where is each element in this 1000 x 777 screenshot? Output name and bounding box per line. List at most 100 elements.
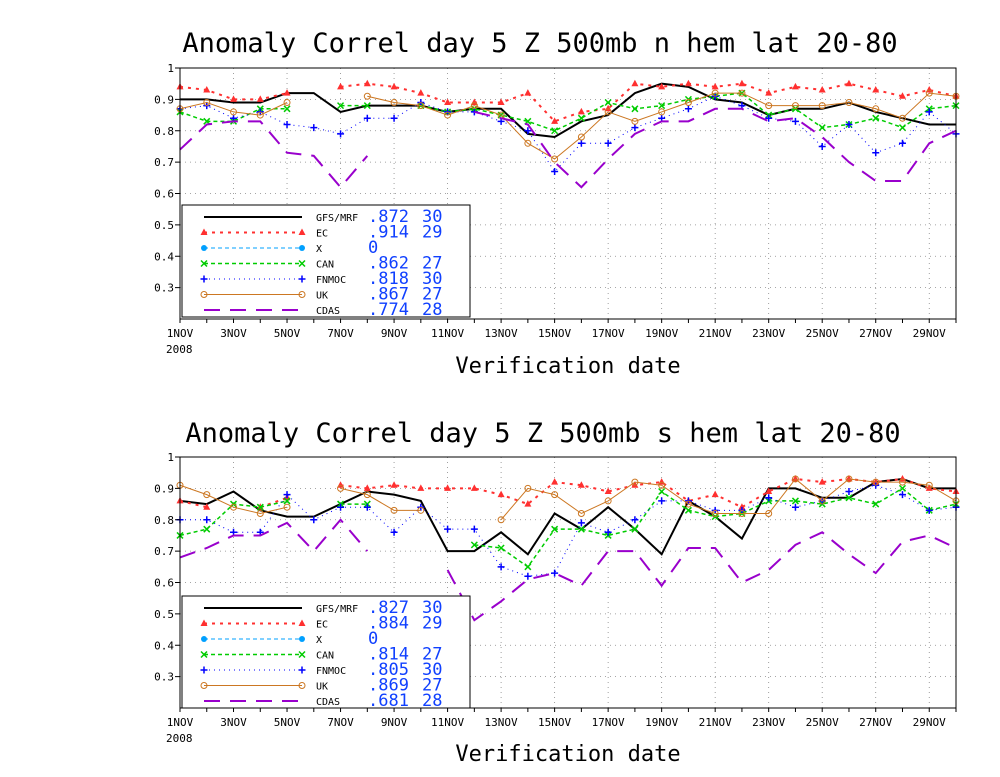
x-tick-label: 3NOV: [220, 327, 247, 340]
legend-series-stat: .827: [368, 598, 409, 618]
point-marker: [818, 102, 826, 110]
point-marker: [256, 111, 264, 119]
legend-series-name: EC: [316, 620, 328, 631]
point-marker: [684, 500, 692, 508]
point-marker: [417, 506, 425, 514]
x-tick-label: 27NOV: [859, 716, 892, 729]
point-marker: [765, 509, 773, 517]
grid-lines: [180, 456, 956, 708]
point-marker: [203, 99, 211, 107]
point-marker: [658, 497, 666, 505]
point-marker: [577, 509, 585, 517]
point-marker: [551, 491, 559, 499]
point-marker: [298, 619, 306, 626]
point-marker: [898, 478, 906, 486]
point-marker: [310, 124, 318, 132]
legend-series-name: X: [316, 244, 322, 255]
point-marker: [791, 117, 799, 125]
point-marker: [230, 503, 238, 511]
point-marker: [363, 503, 371, 511]
point-marker: [200, 682, 208, 689]
point-marker: [390, 82, 398, 90]
legend-entry: EC .884 29: [200, 614, 442, 634]
point-marker: [631, 117, 639, 125]
point-marker: [201, 245, 207, 251]
point-marker: [283, 503, 291, 511]
x-tick-label: 15NOV: [538, 716, 571, 729]
legend-entry: CAN .814 27: [200, 645, 442, 665]
point-marker: [497, 563, 505, 571]
point-marker: [417, 89, 425, 96]
legend-series-name: GFS/MRF: [316, 604, 358, 615]
point-marker: [872, 149, 880, 157]
x-tick-label: 9NOV: [381, 716, 408, 729]
point-marker: [256, 95, 264, 102]
point-marker: [299, 636, 305, 642]
point-marker: [738, 89, 746, 97]
legend-entry: UK .869 27: [200, 676, 442, 696]
legend-series-count: 30: [422, 269, 442, 289]
legend-series-stat: .862: [368, 254, 409, 274]
series-can: [176, 484, 960, 571]
point-marker: [684, 105, 692, 113]
point-marker: [711, 89, 719, 97]
series-line: [179, 101, 288, 116]
x-tick-label: 9NOV: [381, 327, 408, 340]
point-marker: [390, 99, 398, 107]
legend-series-count: 27: [422, 285, 442, 305]
point-marker: [577, 481, 585, 488]
legend-series-name: EC: [316, 229, 328, 240]
series-fnmoc: [176, 481, 960, 580]
point-marker: [604, 139, 612, 147]
point-marker: [337, 503, 345, 511]
legend-series-stat: 0: [368, 629, 378, 649]
point-marker: [684, 79, 692, 87]
point-marker: [765, 487, 773, 495]
series-line: [179, 120, 369, 189]
point-marker: [604, 487, 612, 495]
point-marker: [818, 85, 826, 93]
x-tick-label: 7NOV: [327, 327, 354, 340]
point-marker: [845, 99, 853, 107]
legend-box: [181, 204, 471, 318]
point-marker: [444, 98, 452, 106]
series-line: [500, 478, 957, 521]
point-marker: [925, 108, 933, 116]
point-marker: [551, 127, 559, 135]
point-marker: [791, 475, 799, 483]
point-marker: [470, 102, 478, 110]
point-marker: [791, 102, 799, 110]
point-marker: [299, 245, 305, 251]
point-marker: [845, 488, 853, 496]
point-marker: [470, 484, 478, 491]
point-marker: [818, 478, 826, 485]
point-marker: [658, 82, 666, 90]
point-marker: [444, 111, 452, 119]
legend-entry: EC .914 29: [200, 223, 442, 243]
point-marker: [200, 650, 208, 659]
point-marker: [256, 509, 264, 517]
legend-series-count: 27: [422, 676, 442, 696]
point-marker: [200, 619, 208, 626]
legend-series-name: UK: [316, 291, 328, 302]
x-axis-label: Verification date: [455, 354, 680, 379]
point-marker: [200, 275, 208, 283]
x-tick-label: 23NOV: [752, 327, 785, 340]
x-tick-label: 7NOV: [327, 716, 354, 729]
point-marker: [203, 85, 211, 93]
x-tick-label: 13NOV: [485, 716, 518, 729]
y-axis: 0.3 0.4 0.5 0.6 0.7 0.8 0.9 1: [154, 451, 180, 684]
point-marker: [765, 114, 773, 122]
series-line: [179, 95, 957, 173]
legend-series-stat: 0: [368, 238, 378, 258]
legend-series-count: 30: [422, 598, 442, 618]
point-marker: [200, 291, 208, 298]
legend-series-count: 27: [422, 645, 442, 665]
legend-series-count: 29: [422, 223, 442, 243]
x-axis: 1NOV 3NOV 5NOV 7NOV 9NOV 11NOV 13NOV 15NOV 17NOV…: [167, 319, 957, 340]
point-marker: [684, 506, 692, 514]
legend-series-name: CDAS: [316, 697, 340, 708]
legend-series-name: CAN: [316, 651, 334, 662]
